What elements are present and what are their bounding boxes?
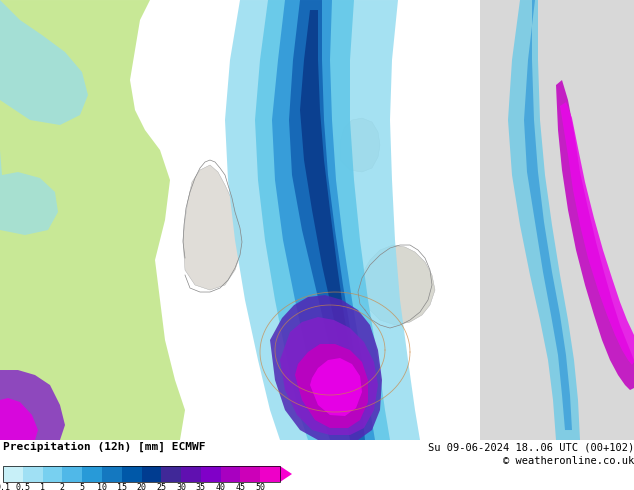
Bar [62, 466, 82, 482]
Bar [201, 466, 221, 482]
Text: 30: 30 [176, 483, 186, 490]
Text: 1: 1 [40, 483, 45, 490]
Bar [102, 466, 122, 482]
Polygon shape [560, 102, 634, 365]
Text: 0.5: 0.5 [15, 483, 30, 490]
Bar [23, 466, 42, 482]
Polygon shape [270, 295, 382, 440]
Polygon shape [280, 317, 378, 435]
Bar [141, 466, 161, 482]
Polygon shape [183, 165, 242, 290]
Bar [181, 466, 201, 482]
Polygon shape [0, 0, 185, 440]
Bar [122, 466, 141, 482]
Text: 20: 20 [136, 483, 146, 490]
Polygon shape [0, 370, 65, 440]
Bar [221, 466, 240, 482]
Bar [3, 466, 280, 482]
Text: 0.1: 0.1 [0, 483, 11, 490]
Text: 5: 5 [80, 483, 85, 490]
Bar [260, 466, 280, 482]
Polygon shape [295, 344, 368, 428]
Bar [42, 466, 62, 482]
Text: Su 09-06-2024 18..06 UTC (00+102): Su 09-06-2024 18..06 UTC (00+102) [428, 442, 634, 452]
Polygon shape [289, 0, 365, 440]
Polygon shape [310, 358, 362, 416]
Text: 10: 10 [97, 483, 107, 490]
Polygon shape [300, 10, 358, 400]
Bar [161, 466, 181, 482]
Text: 45: 45 [235, 483, 245, 490]
Polygon shape [280, 466, 292, 482]
Text: Precipitation (12h) [mm] ECMWF: Precipitation (12h) [mm] ECMWF [3, 442, 205, 452]
Polygon shape [0, 398, 38, 440]
Polygon shape [524, 0, 572, 430]
Polygon shape [255, 0, 390, 440]
Polygon shape [0, 0, 88, 125]
Text: 2: 2 [60, 483, 65, 490]
Polygon shape [225, 0, 420, 440]
Text: © weatheronline.co.uk: © weatheronline.co.uk [503, 456, 634, 466]
Text: 15: 15 [117, 483, 127, 490]
Polygon shape [556, 80, 634, 390]
Text: 40: 40 [216, 483, 226, 490]
Bar [240, 466, 260, 482]
Polygon shape [272, 0, 375, 440]
Polygon shape [340, 118, 380, 172]
Polygon shape [0, 150, 58, 235]
Text: 25: 25 [157, 483, 166, 490]
Polygon shape [508, 0, 580, 440]
Text: 50: 50 [256, 483, 265, 490]
Bar [3, 466, 23, 482]
Polygon shape [480, 0, 634, 440]
Polygon shape [360, 245, 435, 325]
Text: 35: 35 [196, 483, 206, 490]
Bar [82, 466, 102, 482]
